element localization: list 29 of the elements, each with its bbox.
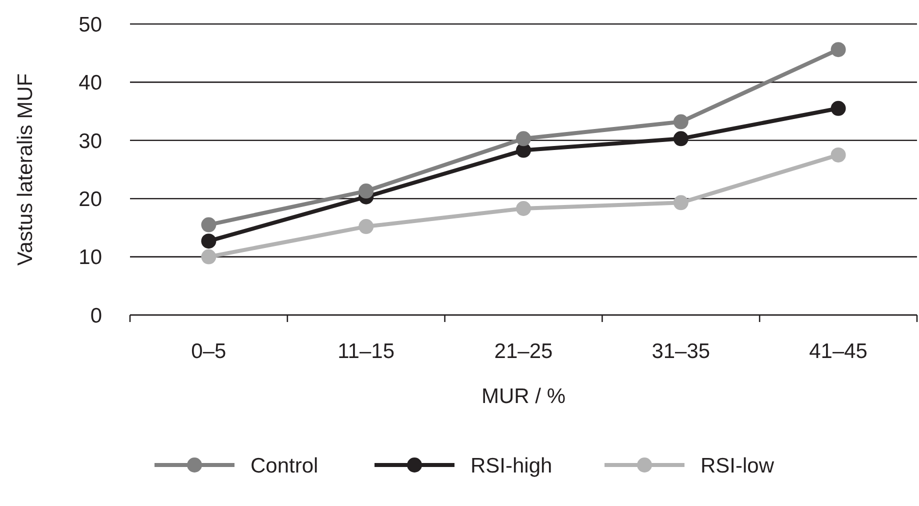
y-tick-label: 40 [78, 72, 102, 95]
y-tick-label: 30 [78, 130, 102, 153]
x-tick-label: 0–5 [191, 340, 226, 363]
point [516, 200, 531, 216]
x-tick-label: 21–25 [494, 340, 553, 363]
point [830, 147, 846, 162]
point [201, 249, 216, 264]
x-tick-label: 41–45 [809, 340, 868, 363]
point [673, 114, 688, 130]
point [201, 217, 216, 232]
legend-label: RSI-low [700, 454, 775, 478]
point [673, 131, 688, 146]
y-tick-label: 50 [78, 13, 102, 36]
x-tick-label: 31–35 [652, 340, 710, 363]
point [673, 195, 688, 210]
y-tick-label: 10 [78, 246, 102, 270]
y-axis-title: Vastus lateralis MUF [14, 73, 37, 266]
point [201, 234, 216, 249]
y-tick-label: 20 [78, 188, 102, 211]
y-tick-label: 0 [90, 304, 102, 328]
point [830, 42, 846, 58]
point [358, 219, 374, 234]
x-axis-title: MUR / % [482, 385, 566, 408]
legend-label: RSI-high [470, 454, 552, 478]
point [830, 100, 846, 116]
point [358, 184, 374, 199]
point [516, 131, 531, 146]
x-tick-label: 11–15 [338, 340, 395, 363]
legend-label: Control [250, 454, 318, 478]
